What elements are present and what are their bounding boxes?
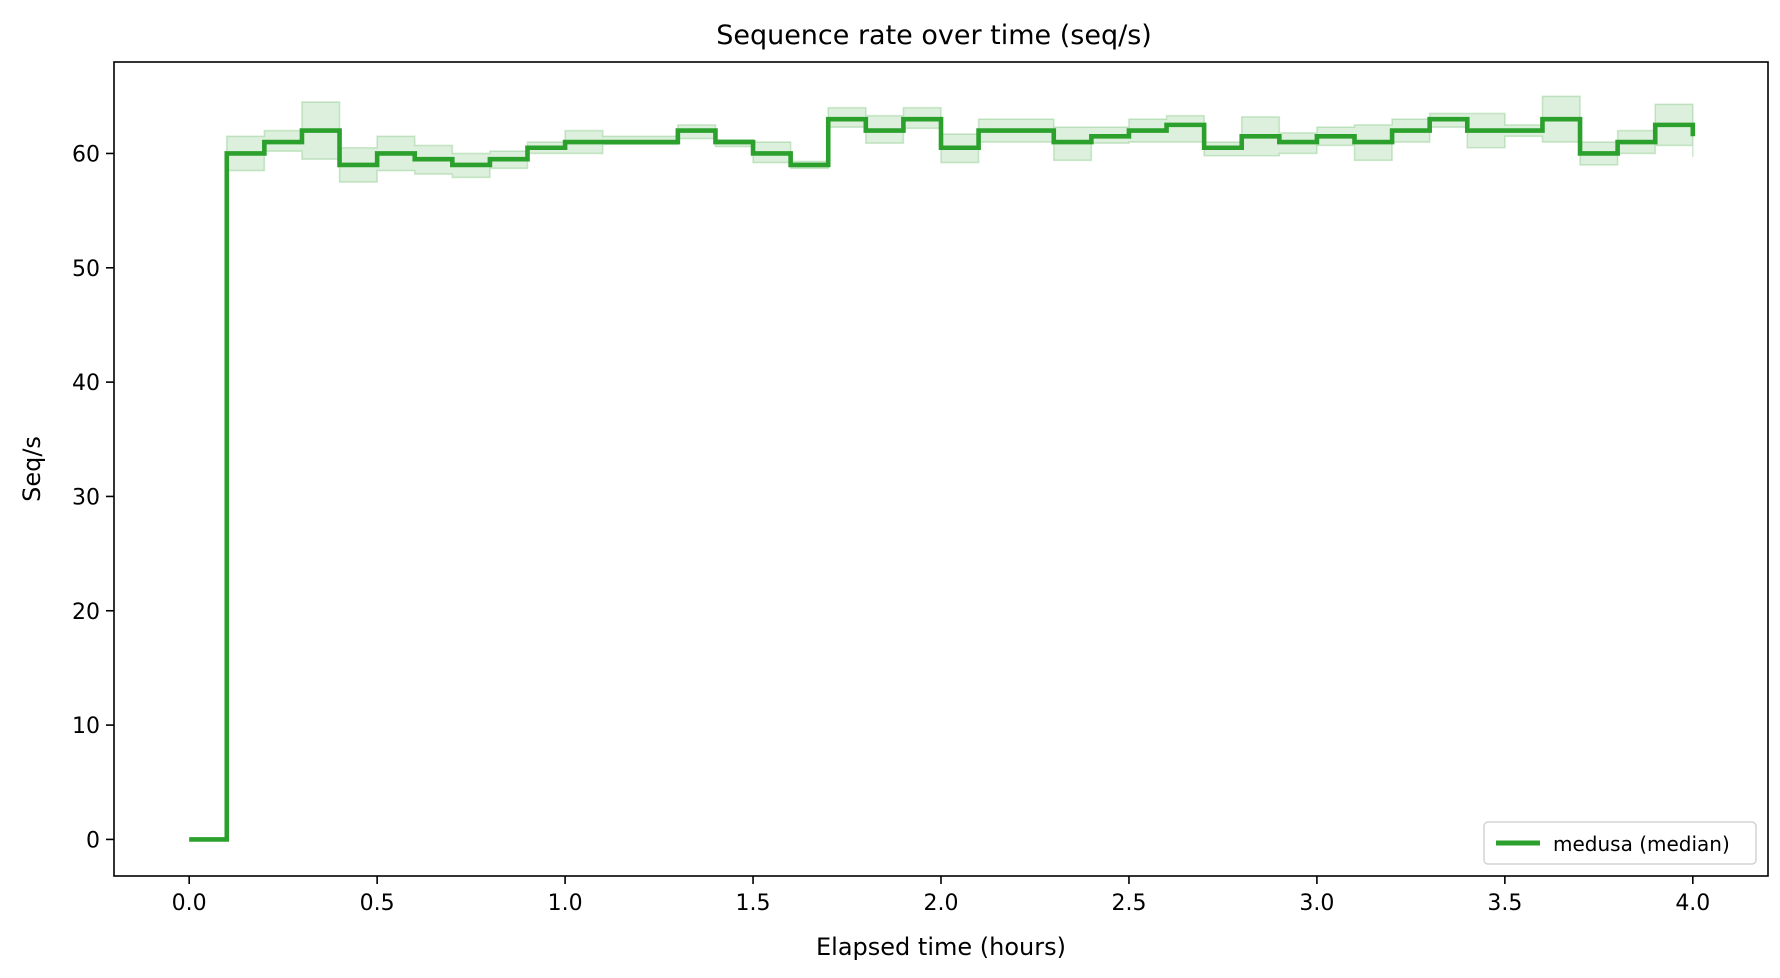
legend-box [1483, 821, 1757, 865]
y-tick-label: 0 [86, 828, 100, 853]
y-tick-label: 50 [72, 257, 100, 282]
x-tick-label: 0.5 [360, 891, 395, 916]
x-tick-label: 4.0 [1675, 891, 1710, 916]
x-axis-label: Elapsed time (hours) [816, 933, 1066, 961]
x-tick-label: 3.0 [1299, 891, 1334, 916]
legend: medusa (median) [1483, 821, 1757, 865]
legend-label-medusa-median: medusa (median) [1553, 832, 1730, 856]
y-tick-label: 30 [72, 485, 100, 510]
series-line-group [189, 116, 1696, 842]
chart-title: Sequence rate over time (seq/s) [716, 20, 1152, 51]
x-tick-label: 0.0 [172, 891, 207, 916]
x-tick-label: 2.0 [924, 891, 959, 916]
x-tick-label: 2.5 [1111, 891, 1146, 916]
x-tick-label: 3.5 [1487, 891, 1522, 916]
y-tick-label: 20 [72, 600, 100, 625]
x-axis: 0.0 0.5 1.0 1.5 2.0 2.5 3.0 3.5 4.0 [172, 876, 1710, 916]
y-axis-label: Seq/s [18, 436, 46, 502]
x-tick-label: 1.5 [736, 891, 771, 916]
y-axis: 0 10 20 30 40 50 60 [72, 142, 114, 853]
y-tick-label: 10 [72, 714, 100, 739]
plot-background [114, 62, 1768, 876]
y-tick-label: 40 [72, 371, 100, 396]
series-line-0 [189, 116, 1696, 842]
x-tick-label: 1.0 [548, 891, 583, 916]
plot-area [113, 61, 1769, 877]
y-tick-label: 60 [72, 142, 100, 167]
